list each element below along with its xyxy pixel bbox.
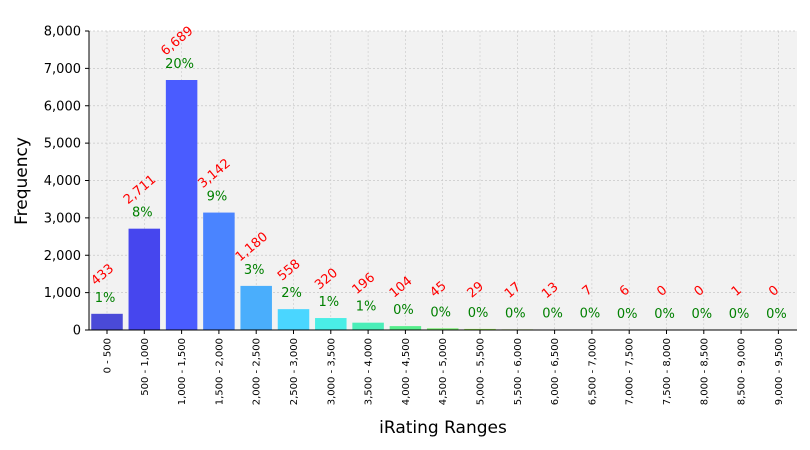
x-tick-label: 7,500 - 8,000 <box>662 338 673 405</box>
y-axis-ticks: 0 1,000 2,000 3,000 4,000 5,000 6,000 7,000 8,00… <box>44 25 89 339</box>
x-tick-label: 2,000 - 2,500 <box>252 338 263 405</box>
y-tick-label: 6,000 <box>44 99 81 114</box>
y-tick-label: 4,000 <box>44 174 81 189</box>
percent-label: 0% <box>505 306 526 321</box>
percent-label: 0% <box>766 307 787 322</box>
bar <box>203 212 235 330</box>
y-tick-label: 1,000 <box>44 286 81 301</box>
x-tick-label: 2,500 - 3,000 <box>289 338 300 405</box>
bar <box>389 326 422 330</box>
percent-label: 1% <box>318 295 339 310</box>
y-tick-label: 8,000 <box>44 25 81 40</box>
bar <box>352 322 384 330</box>
x-axis-title: iRating Ranges <box>379 418 507 438</box>
y-tick-label: 3,000 <box>44 211 81 226</box>
percent-label: 3% <box>244 263 265 278</box>
y-tick-label: 5,000 <box>44 137 81 152</box>
x-tick-label: 6,500 - 7,000 <box>587 338 598 405</box>
bar <box>128 228 161 330</box>
percent-label: 20% <box>165 57 194 72</box>
percent-label: 1% <box>356 300 377 315</box>
x-tick-label: 3,000 - 3,500 <box>326 338 337 405</box>
percent-label: 0% <box>617 307 638 322</box>
bar <box>240 285 272 330</box>
percent-label: 9% <box>207 190 228 205</box>
x-tick-label: 8,500 - 9,000 <box>737 338 748 405</box>
bars-group <box>91 79 757 330</box>
y-axis-title: Frequency <box>12 137 32 225</box>
x-tick-label: 500 - 1,000 <box>140 338 151 396</box>
percent-label: 0% <box>468 306 489 321</box>
x-tick-label: 1,500 - 2,000 <box>214 338 225 405</box>
percent-label: 1% <box>95 291 116 306</box>
percent-labels-group: 1% 8% 20% 9% 3% 2% 1% 1% 0% 0% 0% 0% 0% 0% 0% 0% 0% 0% 0% <box>95 57 787 322</box>
percent-label: 0% <box>393 303 414 318</box>
x-tick-label: 9,000 - 9,500 <box>774 338 785 405</box>
percent-label: 8% <box>132 206 153 221</box>
x-tick-label: 8,000 - 8,500 <box>699 338 710 405</box>
percent-label: 0% <box>654 307 675 322</box>
x-tick-label: 0 - 500 <box>103 338 114 373</box>
percent-label: 0% <box>580 307 601 322</box>
percent-label: 0% <box>691 307 712 322</box>
y-tick-label: 7,000 <box>44 62 81 77</box>
bar <box>165 79 198 330</box>
x-tick-label: 1,000 - 1,500 <box>177 338 188 405</box>
y-tick-label: 0 <box>73 324 81 339</box>
x-tick-label: 4,500 - 5,000 <box>438 338 449 405</box>
bar <box>91 313 123 330</box>
bar <box>426 328 459 330</box>
x-tick-label: 5,500 - 6,000 <box>513 338 524 405</box>
bar <box>464 328 496 330</box>
percent-label: 0% <box>729 307 750 322</box>
x-tick-label: 7,000 - 7,500 <box>625 338 636 405</box>
percent-label: 2% <box>281 286 302 301</box>
percent-label: 0% <box>430 305 451 320</box>
percent-label: 0% <box>542 307 563 322</box>
x-tick-label: 3,500 - 4,000 <box>364 338 375 405</box>
x-tick-label: 5,000 - 5,500 <box>476 338 487 405</box>
y-tick-label: 2,000 <box>44 249 81 264</box>
x-axis-ticks: 0 - 500 500 - 1,000 1,000 - 1,500 1,500 - 2… <box>103 330 785 405</box>
bar <box>277 309 310 330</box>
bar <box>315 318 347 330</box>
x-tick-label: 6,000 - 6,500 <box>550 338 561 405</box>
x-tick-label: 4,000 - 4,500 <box>401 338 412 405</box>
